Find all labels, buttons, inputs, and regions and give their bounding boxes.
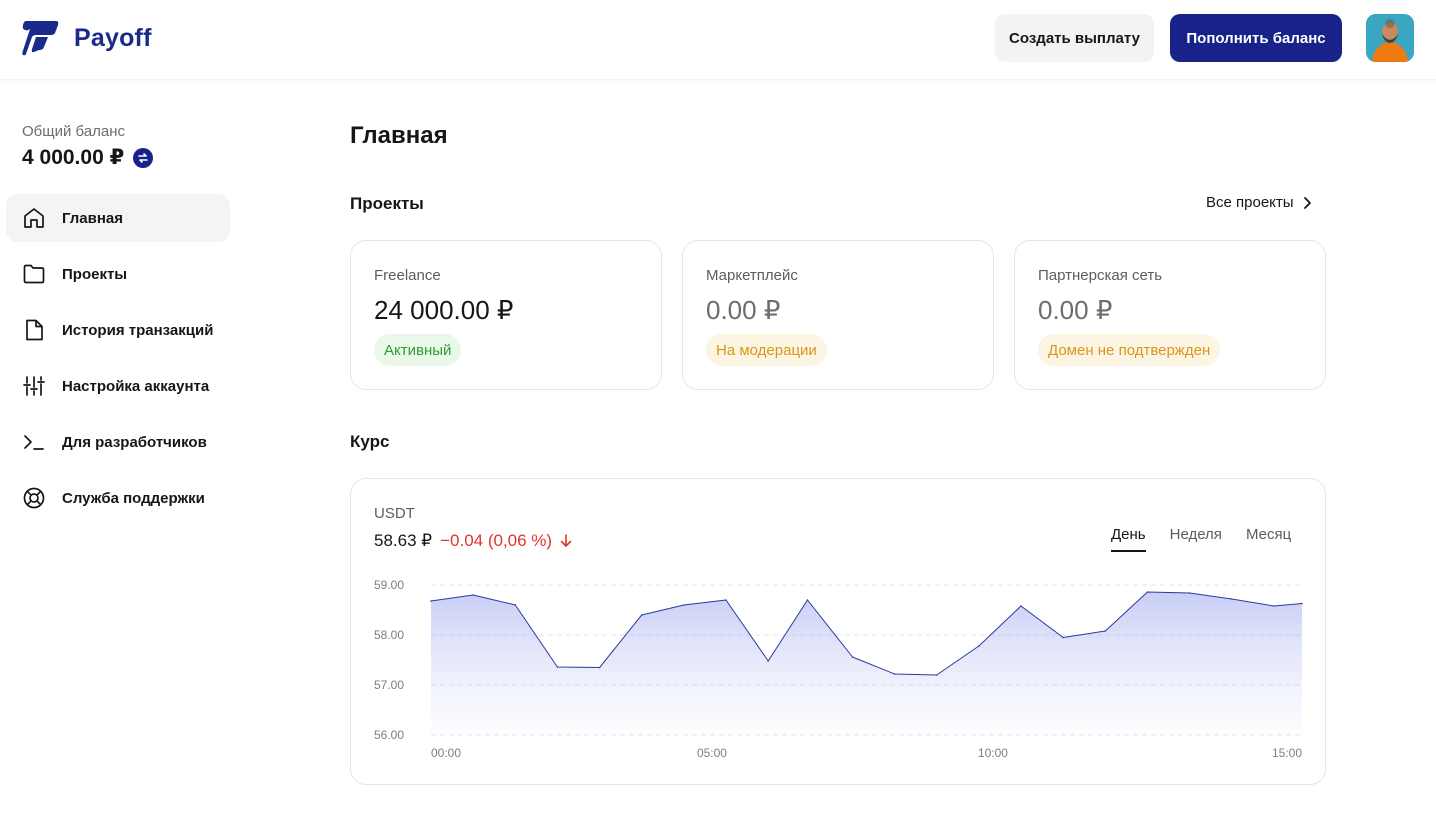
user-avatar[interactable] <box>1366 14 1414 62</box>
data-point <box>1146 591 1149 593</box>
brand-logo[interactable]: Payoff <box>22 19 152 57</box>
y-tick-label: 58.00 <box>374 628 404 642</box>
sidebar-item-label: История транзакций <box>62 321 214 339</box>
sliders-icon <box>22 374 46 398</box>
data-point <box>851 656 854 658</box>
data-point <box>1230 598 1233 600</box>
folder-icon <box>22 262 46 286</box>
x-tick-label: 00:00 <box>431 746 461 760</box>
sidebar-item-projects[interactable]: Проекты <box>6 250 230 298</box>
all-projects-link[interactable]: Все проекты <box>1206 194 1312 211</box>
total-balance-label: Общий баланс <box>22 123 125 140</box>
data-point <box>472 594 474 596</box>
x-tick-label: 15:00 <box>1272 746 1302 760</box>
project-name: Партнерская сеть <box>1038 267 1163 284</box>
project-name: Freelance <box>374 267 441 284</box>
rate-chart-card: USDT 58.63 ₽ −0.04 (0,06 %) День Неделя … <box>350 478 1326 785</box>
avatar-person-icon <box>1366 14 1414 62</box>
data-point <box>430 600 432 602</box>
status-badge: На модерации <box>706 334 827 366</box>
project-amount: 0.00 ₽ <box>706 295 781 325</box>
top-header: Payoff Создать выплату Пополнить баланс <box>0 0 1436 80</box>
all-projects-label: Все проекты <box>1206 194 1294 211</box>
series-line <box>430 591 1303 676</box>
sidebar-item-label: Для разработчиков <box>62 433 207 451</box>
sidebar-item-account-settings[interactable]: Настройка аккаунта <box>6 362 230 410</box>
data-point <box>514 604 517 606</box>
sidebar-item-label: Главная <box>62 209 124 227</box>
sidebar-item-label: Проекты <box>62 265 128 283</box>
status-badge: Домен не подтвержден <box>1038 334 1221 366</box>
project-card-freelance[interactable]: Freelance 24 000.00 ₽ Активный <box>350 240 662 390</box>
projects-section-title: Проекты <box>350 194 424 213</box>
data-point <box>1273 605 1275 607</box>
create-payout-button[interactable]: Создать выплату <box>995 14 1154 62</box>
home-icon <box>22 206 46 230</box>
sidebar-item-label: Служба поддержки <box>62 489 205 507</box>
rate-change: −0.04 (0,06 %) <box>440 531 553 550</box>
data-point <box>556 666 559 668</box>
chevron-right-icon <box>1303 196 1311 209</box>
rate-chart: 59.00 58.00 57.00 56.00 00:00 05:00 10:00 15:00 <box>374 578 1303 760</box>
data-point <box>1062 636 1064 639</box>
x-tick-label: 10:00 <box>978 746 1008 760</box>
project-name: Маркетплейс <box>706 267 798 284</box>
data-point <box>1301 602 1303 605</box>
data-point <box>806 599 809 601</box>
data-point <box>640 614 643 616</box>
payoff-logo-icon <box>22 21 59 56</box>
sidebar-item-developers[interactable]: Для разработчиков <box>6 418 230 466</box>
data-point <box>1188 592 1191 594</box>
data-point <box>1020 605 1022 607</box>
sidebar-item-home[interactable]: Главная <box>6 194 230 242</box>
status-badge: Активный <box>374 334 462 366</box>
data-point <box>683 604 685 606</box>
data-point <box>1104 630 1107 632</box>
y-tick-label: 56.00 <box>374 728 404 742</box>
x-tick-label: 05:00 <box>697 746 727 760</box>
arrow-down-icon <box>560 534 572 548</box>
page-title: Главная <box>350 122 448 149</box>
lifebuoy-icon <box>22 486 46 510</box>
project-card-marketplace[interactable]: Маркетплейс 0.00 ₽ На модерации <box>682 240 994 390</box>
data-point <box>598 666 601 669</box>
sidebar-item-support[interactable]: Служба поддержки <box>6 474 230 522</box>
total-balance: 4 000.00 ₽ <box>22 145 154 170</box>
terminal-icon <box>22 430 46 454</box>
currency-swap-icon[interactable] <box>133 147 154 168</box>
tab-month[interactable]: Месяц <box>1245 526 1292 543</box>
project-card-partner-network[interactable]: Партнерская сеть 0.00 ₽ Домен не подтвер… <box>1014 240 1326 390</box>
data-point <box>893 673 896 675</box>
tab-day[interactable]: День <box>1111 526 1146 552</box>
y-tick-label: 57.00 <box>374 678 404 692</box>
data-point <box>725 599 727 601</box>
total-balance-value: 4 000.00 ₽ <box>22 146 125 169</box>
project-amount: 24 000.00 ₽ <box>374 295 514 325</box>
sidebar-item-transactions[interactable]: История транзакций <box>6 306 230 354</box>
rate-section-title: Курс <box>350 432 390 451</box>
tab-week[interactable]: Неделя <box>1169 526 1222 543</box>
document-icon <box>22 318 46 342</box>
asset-name: USDT <box>374 505 415 522</box>
series-area <box>431 592 1302 735</box>
data-point <box>767 660 769 662</box>
brand-name: Payoff <box>74 23 152 52</box>
project-amount: 0.00 ₽ <box>1038 295 1113 325</box>
data-point <box>935 674 938 676</box>
top-up-balance-button[interactable]: Пополнить баланс <box>1170 14 1342 62</box>
rate-value: 58.63 ₽ <box>374 531 433 550</box>
y-tick-label: 59.00 <box>374 578 404 592</box>
data-point <box>978 645 980 647</box>
period-tabs: День Неделя Месяц <box>1111 526 1291 552</box>
sidebar-item-label: Настройка аккаунта <box>62 377 210 395</box>
sidebar-nav: Главная Проекты История транзакций Настр… <box>6 194 230 530</box>
rate-summary: 58.63 ₽ −0.04 (0,06 %) <box>374 531 572 551</box>
